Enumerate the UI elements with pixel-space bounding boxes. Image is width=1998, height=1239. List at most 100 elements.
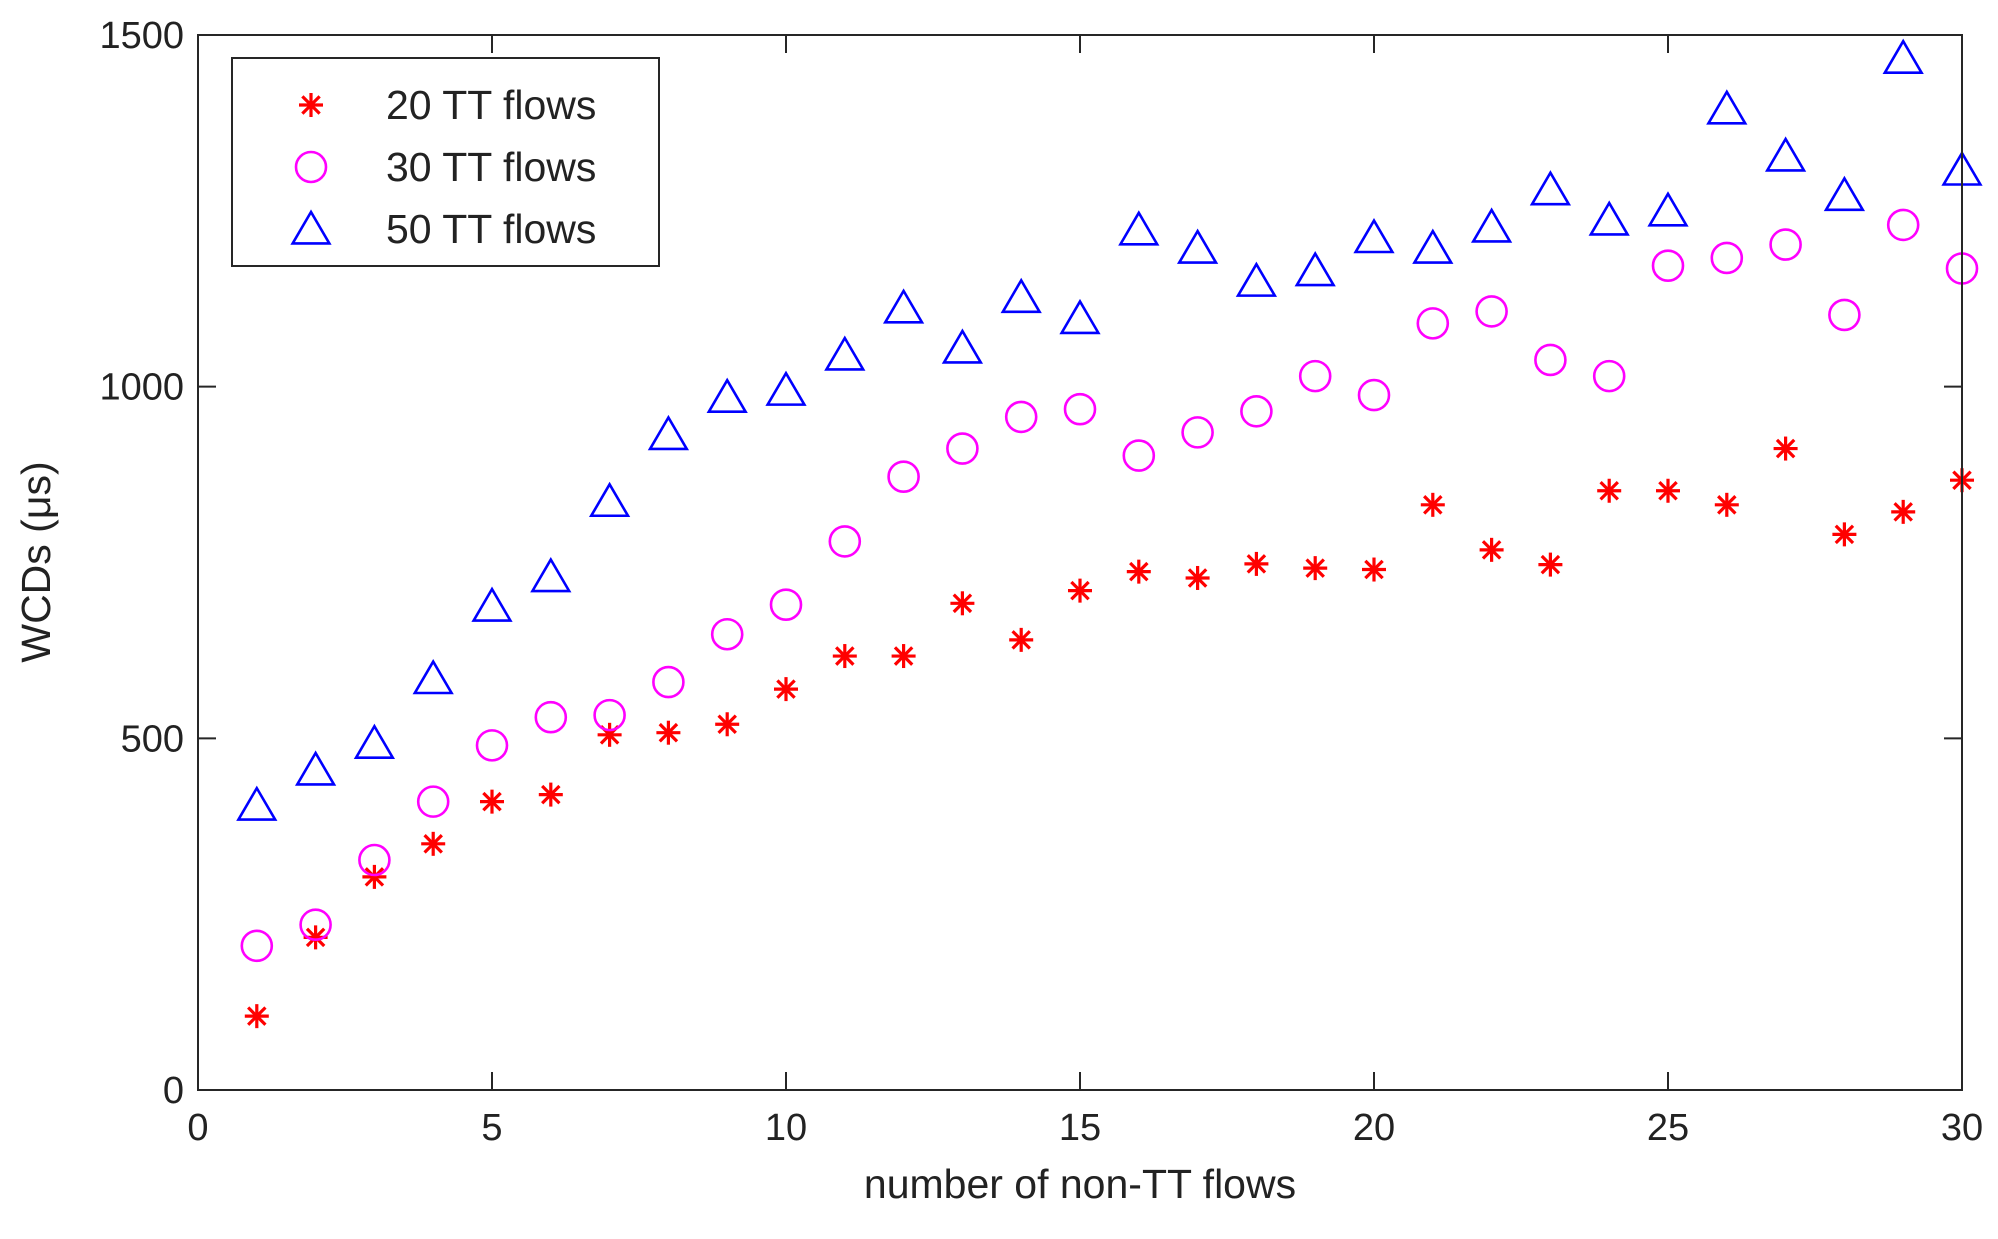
- point-asterisk-series-1: [1185, 565, 1210, 590]
- point-asterisk-series-1: [656, 720, 681, 745]
- point-asterisk-series-1: [1773, 436, 1798, 461]
- point-circle-series-2: [1710, 241, 1744, 275]
- point-asterisk-series-1: [1244, 551, 1269, 576]
- x-tick-label: 10: [765, 1107, 807, 1149]
- point-triangle-series-3: [471, 586, 513, 622]
- point-asterisk-series-1: [1538, 552, 1563, 577]
- point-triangle-series-3: [1176, 228, 1219, 264]
- point-asterisk-series-1: [244, 1004, 269, 1029]
- point-circle-series-2: [1240, 394, 1273, 428]
- point-triangle-series-3: [824, 335, 866, 371]
- point-circle-series-2: [593, 698, 626, 732]
- point-triangle-series-3: [1764, 136, 1807, 172]
- y-tick-label: 1500: [99, 15, 184, 57]
- point-triangle-series-3: [941, 328, 984, 364]
- x-tick-label: 5: [481, 1107, 502, 1149]
- point-triangle-series-3: [588, 481, 631, 518]
- point-triangle-series-3: [1118, 210, 1160, 246]
- point-circle-series-2: [1828, 298, 1861, 332]
- point-triangle-series-3: [236, 785, 278, 821]
- point-circle-series-2: [1769, 228, 1802, 261]
- legend-label: 20 TT flows: [386, 82, 596, 128]
- legend-marker-circle: [294, 150, 328, 184]
- point-circle-series-2: [1534, 343, 1567, 377]
- point-asterisk-series-1: [1832, 522, 1857, 547]
- point-circle-series-2: [710, 617, 744, 651]
- point-circle-series-2: [1122, 439, 1156, 472]
- point-triangle-series-3: [1529, 170, 1572, 206]
- point-asterisk-series-1: [1891, 499, 1916, 524]
- point-triangle-series-3: [882, 288, 925, 324]
- point-triangle-series-3: [353, 723, 396, 760]
- point-circle-series-2: [769, 588, 803, 622]
- point-triangle-series-3: [1235, 261, 1278, 297]
- point-asterisk-series-1: [774, 677, 798, 702]
- point-asterisk-series-1: [1597, 478, 1622, 503]
- point-asterisk-series-1: [832, 644, 857, 669]
- point-asterisk-series-1: [538, 782, 563, 807]
- point-circle-series-2: [240, 929, 274, 963]
- point-triangle-series-3: [1470, 207, 1513, 243]
- x-tick-label: 0: [187, 1107, 208, 1149]
- point-asterisk-series-1: [1068, 578, 1092, 603]
- point-triangle-series-3: [1059, 298, 1101, 335]
- point-triangle-series-3: [1706, 89, 1748, 125]
- point-circle-series-2: [652, 665, 685, 699]
- legend-box: [231, 57, 660, 267]
- point-asterisk-series-1: [891, 644, 916, 669]
- point-circle-series-2: [358, 843, 391, 877]
- point-triangle-series-3: [294, 750, 337, 786]
- x-axis-label: number of non-TT flows: [864, 1161, 1296, 1207]
- y-tick-label: 1000: [99, 367, 184, 409]
- point-triangle-series-3: [1588, 200, 1630, 236]
- point-triangle-series-3: [1412, 228, 1454, 264]
- point-triangle-series-3: [647, 414, 690, 451]
- point-circle-series-2: [1004, 400, 1038, 434]
- point-asterisk-series-1: [715, 712, 740, 737]
- point-triangle-series-3: [1647, 191, 1689, 227]
- point-triangle-series-3: [1294, 251, 1336, 287]
- point-circle-series-2: [299, 908, 332, 942]
- point-asterisk-series-1: [1303, 556, 1328, 581]
- point-circle-series-2: [887, 460, 920, 493]
- point-asterisk-series-1: [362, 864, 387, 889]
- point-asterisk-series-1: [1479, 537, 1504, 562]
- point-asterisk-series-1: [1126, 559, 1151, 584]
- data-markers: [236, 38, 1983, 1029]
- point-asterisk-series-1: [1362, 557, 1386, 582]
- point-circle-series-2: [1475, 295, 1508, 328]
- point-asterisk-series-1: [1656, 478, 1680, 503]
- point-circle-series-2: [534, 700, 568, 734]
- x-tick-label: 15: [1059, 1107, 1101, 1149]
- y-tick-label: 500: [121, 718, 184, 760]
- point-triangle-series-3: [412, 658, 454, 695]
- point-circle-series-2: [1651, 249, 1685, 282]
- point-asterisk-series-1: [421, 831, 446, 856]
- point-triangle-series-3: [1353, 217, 1395, 254]
- legend-label: 50 TT flows: [386, 206, 596, 252]
- x-tick-label: 20: [1353, 1107, 1395, 1149]
- legend-label: 30 TT flows: [386, 144, 596, 190]
- point-asterisk-series-1: [950, 591, 975, 616]
- point-circle-series-2: [1181, 416, 1214, 449]
- point-circle-series-2: [1592, 359, 1626, 393]
- point-asterisk-series-1: [480, 789, 504, 814]
- legend-marker-asterisk: [299, 93, 323, 117]
- point-circle-series-2: [946, 432, 979, 465]
- point-triangle-series-3: [1882, 38, 1924, 74]
- tick-labels: 0 5 10 15 20 25 30 0 500 1000 1500: [99, 15, 1983, 1149]
- x-tick-label: 30: [1941, 1107, 1983, 1149]
- point-asterisk-series-1: [1420, 492, 1445, 517]
- point-triangle-series-3: [1823, 175, 1866, 212]
- point-triangle-series-3: [706, 377, 748, 413]
- point-triangle-series-3: [1000, 277, 1042, 314]
- point-circle-series-2: [828, 525, 862, 558]
- y-tick-label: 0: [163, 1070, 184, 1112]
- point-asterisk-series-1: [1714, 492, 1739, 517]
- legend-marker-triangle: [290, 209, 332, 245]
- x-tick-label: 25: [1647, 1107, 1689, 1149]
- point-circle-series-2: [1063, 392, 1097, 426]
- point-triangle-series-3: [765, 370, 807, 406]
- point-circle-series-2: [416, 785, 450, 818]
